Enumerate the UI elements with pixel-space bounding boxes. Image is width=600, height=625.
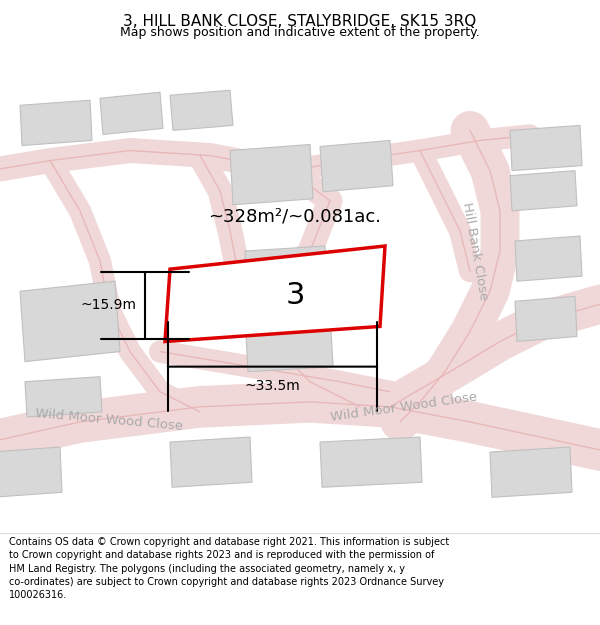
Text: Hill Bank Close: Hill Bank Close <box>460 201 490 301</box>
Polygon shape <box>20 100 92 146</box>
Polygon shape <box>245 311 333 372</box>
Text: ~15.9m: ~15.9m <box>81 298 137 312</box>
Polygon shape <box>20 281 120 362</box>
Polygon shape <box>320 437 422 488</box>
Polygon shape <box>170 90 233 131</box>
Polygon shape <box>100 92 163 134</box>
Polygon shape <box>515 236 582 281</box>
Polygon shape <box>510 171 577 211</box>
Polygon shape <box>165 246 385 341</box>
Polygon shape <box>490 447 572 498</box>
Text: ~33.5m: ~33.5m <box>245 379 301 392</box>
Polygon shape <box>230 144 313 205</box>
Text: Map shows position and indicative extent of the property.: Map shows position and indicative extent… <box>120 26 480 39</box>
Text: Wild Moor Wood Close: Wild Moor Wood Close <box>35 407 184 433</box>
Polygon shape <box>170 437 252 488</box>
Polygon shape <box>510 126 582 171</box>
Text: Contains OS data © Crown copyright and database right 2021. This information is : Contains OS data © Crown copyright and d… <box>9 537 449 600</box>
Text: Wild Moor Wood Close: Wild Moor Wood Close <box>330 390 478 424</box>
Text: ~328m²/~0.081ac.: ~328m²/~0.081ac. <box>209 208 382 226</box>
Text: 3: 3 <box>285 281 305 310</box>
Polygon shape <box>245 246 327 301</box>
Polygon shape <box>0 447 62 498</box>
Text: 3, HILL BANK CLOSE, STALYBRIDGE, SK15 3RQ: 3, HILL BANK CLOSE, STALYBRIDGE, SK15 3R… <box>124 14 476 29</box>
Polygon shape <box>515 296 577 341</box>
Polygon shape <box>25 377 102 417</box>
Polygon shape <box>320 141 393 192</box>
